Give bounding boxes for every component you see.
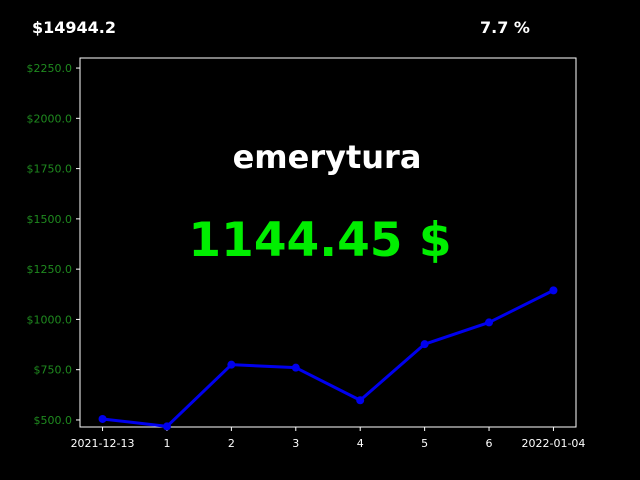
y-tick-label: $750.0 <box>34 364 73 377</box>
y-tick-label: $2250.0 <box>27 62 73 75</box>
y-tick-label: $1750.0 <box>27 163 73 176</box>
plot-frame <box>79 57 577 428</box>
x-tick-label: 2 <box>228 437 235 450</box>
series-group <box>98 286 558 431</box>
x-tick-label: 5 <box>421 437 428 450</box>
x-tick-label: 2021-12-13 <box>71 437 135 450</box>
y-tick-label: $500.0 <box>34 414 73 427</box>
x-tick-label: 1 <box>163 437 170 450</box>
portfolio-name: emerytura <box>233 138 422 176</box>
data-point <box>98 414 107 423</box>
y-tick-label: $1250.0 <box>27 263 73 276</box>
percent-change: 7.7 % <box>480 18 530 37</box>
x-tick-label: 3 <box>292 437 299 450</box>
data-point <box>420 340 429 349</box>
data-point <box>227 360 236 369</box>
data-point <box>356 396 365 405</box>
y-tick-label: $2000.0 <box>27 112 73 125</box>
y-tick-label: $1000.0 <box>27 313 73 326</box>
data-point <box>291 363 300 372</box>
data-point <box>549 286 558 295</box>
axes-group: $500.0 $750.0 $1000.0 $1250.0 $1500.0 $1750.0… <box>27 57 585 450</box>
series-line <box>102 289 555 428</box>
x-tick-label: 4 <box>357 437 364 450</box>
data-point <box>162 422 171 431</box>
x-tick-label: 6 <box>486 437 493 450</box>
total-value: $14944.2 <box>32 18 117 37</box>
portfolio-value: 1144.45 $ <box>188 213 451 268</box>
x-tick-label: 2022-01-04 <box>521 437 585 450</box>
data-point <box>485 318 494 327</box>
y-tick-label: $1500.0 <box>27 213 73 226</box>
